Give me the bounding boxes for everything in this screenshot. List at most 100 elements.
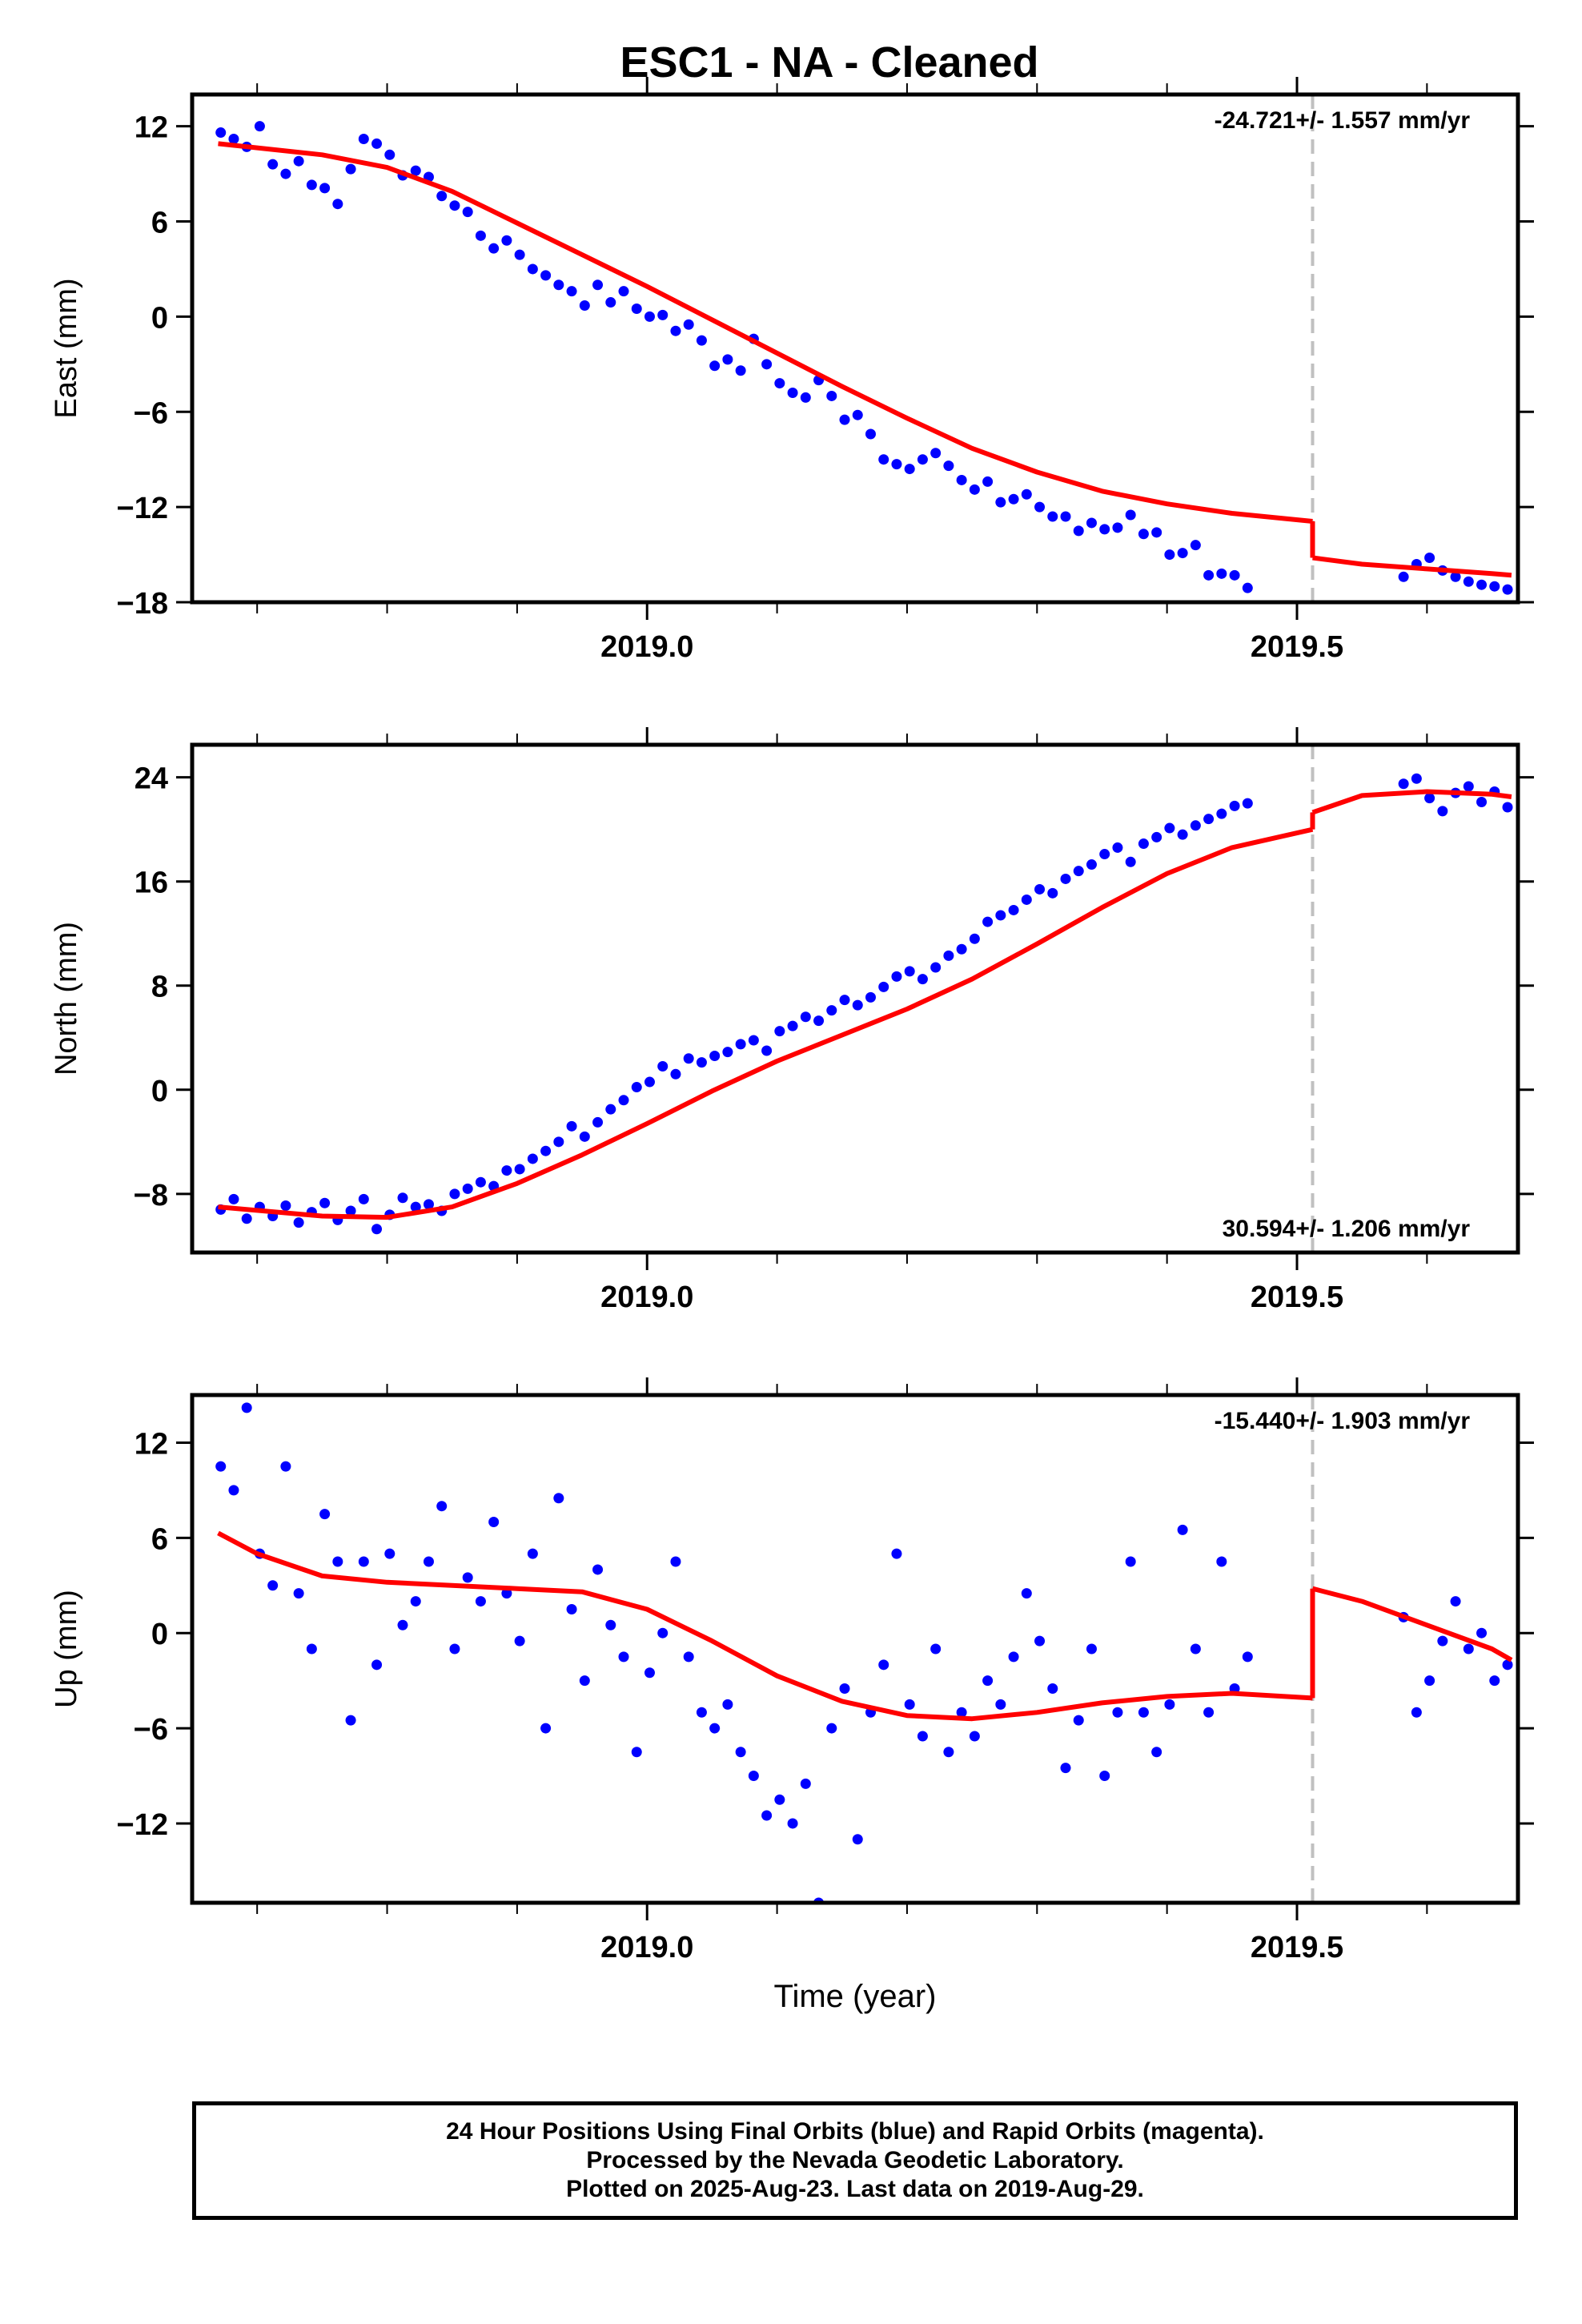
- data-point: [930, 1643, 942, 1655]
- data-point: [592, 1564, 604, 1575]
- data-point: [904, 464, 915, 475]
- data-point: [852, 409, 863, 420]
- y-tick-label: 24: [135, 762, 168, 796]
- data-point: [1450, 571, 1461, 582]
- x-tick-label: 2019.5: [1251, 1281, 1343, 1314]
- data-point: [566, 1120, 577, 1132]
- data-point: [371, 1224, 383, 1235]
- data-point: [1047, 887, 1058, 899]
- data-point: [1047, 511, 1058, 522]
- footer-caption: 24 Hour Positions Using Final Orbits (bl…: [192, 2101, 1518, 2220]
- data-point: [631, 1082, 642, 1093]
- data-point: [410, 165, 421, 176]
- y-tick-label: 12: [135, 111, 168, 145]
- data-point: [995, 497, 1006, 508]
- data-point: [1216, 568, 1227, 579]
- data-point: [839, 414, 850, 425]
- data-point: [267, 159, 279, 170]
- data-point: [280, 1200, 291, 1211]
- data-point: [969, 1731, 980, 1742]
- data-point: [670, 325, 681, 336]
- data-point: [813, 1015, 825, 1027]
- footer-line-2: Processed by the Nevada Geodetic Laborat…: [586, 2147, 1124, 2173]
- data-point: [1112, 522, 1123, 533]
- data-point: [228, 1193, 239, 1204]
- data-point: [865, 428, 876, 440]
- panel-east: 2019.0 2019.5 12 6 0 −6 −12 −18 East (mm) -24.721…: [50, 77, 1534, 664]
- data-point: [1034, 501, 1046, 513]
- data-point: [644, 1667, 655, 1679]
- data-point: [566, 1603, 577, 1614]
- data-point: [553, 279, 564, 291]
- data-point: [969, 933, 980, 944]
- data-point: [332, 1556, 343, 1567]
- data-point: [1437, 1635, 1448, 1647]
- data-point: [800, 392, 811, 403]
- data-point: [1216, 1556, 1227, 1567]
- data-point: [917, 454, 928, 465]
- data-point: [761, 1045, 773, 1056]
- data-point: [1203, 814, 1215, 825]
- data-point: [826, 1005, 837, 1016]
- data-point: [605, 1619, 616, 1630]
- data-point: [1112, 1707, 1123, 1718]
- data-point: [293, 1217, 304, 1228]
- y-tick-label: 16: [135, 866, 168, 900]
- y-tick-label: 6: [151, 207, 168, 240]
- data-point: [332, 199, 343, 210]
- data-point: [956, 1707, 967, 1718]
- model-line-pre-break: [218, 141, 1313, 524]
- data-point: [501, 1165, 512, 1176]
- model-line-post-break: [1311, 1586, 1513, 1663]
- data-point: [1190, 540, 1201, 551]
- data-point: [1502, 802, 1513, 813]
- data-point: [1424, 1675, 1435, 1687]
- y-tick-label: −6: [134, 396, 168, 430]
- data-point: [1047, 1683, 1058, 1695]
- y-tick-label: 0: [151, 1618, 168, 1651]
- data-point: [683, 319, 694, 330]
- data-point: [423, 1556, 434, 1567]
- data-point: [943, 460, 954, 472]
- data-point: [631, 303, 642, 314]
- data-point: [1099, 849, 1110, 860]
- data-point: [839, 1683, 850, 1695]
- data-point: [553, 1136, 564, 1148]
- data-point: [1008, 1651, 1019, 1663]
- data-point: [761, 359, 773, 370]
- data-point: [787, 1020, 798, 1031]
- data-point: [540, 1723, 552, 1734]
- data-point: [449, 1643, 460, 1655]
- x-tick-label: 2019.5: [1251, 630, 1343, 664]
- data-point: [1476, 579, 1488, 590]
- data-point: [839, 995, 850, 1006]
- y-axis-label: East (mm): [50, 278, 83, 418]
- data-point: [293, 1588, 304, 1599]
- data-point: [1164, 1699, 1175, 1710]
- data-point: [1060, 511, 1071, 522]
- data-point: [358, 1193, 369, 1204]
- data-point: [800, 1778, 811, 1789]
- data-point: [605, 1104, 616, 1115]
- plot-frame: [190, 742, 1520, 1255]
- data-point: [1502, 1659, 1513, 1671]
- data-point: [709, 1051, 721, 1062]
- data-point: [319, 1509, 331, 1520]
- data-point: [1450, 1596, 1461, 1607]
- data-point: [1073, 525, 1084, 537]
- data-point: [1476, 1627, 1488, 1638]
- model-line-post-break: [1311, 789, 1512, 815]
- velocity-rate-label: 30.594+/- 1.206 mm/yr: [1223, 1216, 1471, 1242]
- data-point: [579, 300, 590, 312]
- data-point: [371, 138, 383, 149]
- y-tick-label: −18: [117, 587, 168, 621]
- data-point: [397, 1192, 408, 1204]
- data-point: [1060, 1763, 1071, 1774]
- data-point: [241, 1402, 252, 1413]
- data-point: [540, 1145, 552, 1156]
- data-point: [553, 1493, 564, 1504]
- data-point: [527, 1548, 538, 1559]
- data-point: [735, 1747, 746, 1758]
- data-point: [1164, 549, 1175, 561]
- data-point: [1177, 1524, 1188, 1535]
